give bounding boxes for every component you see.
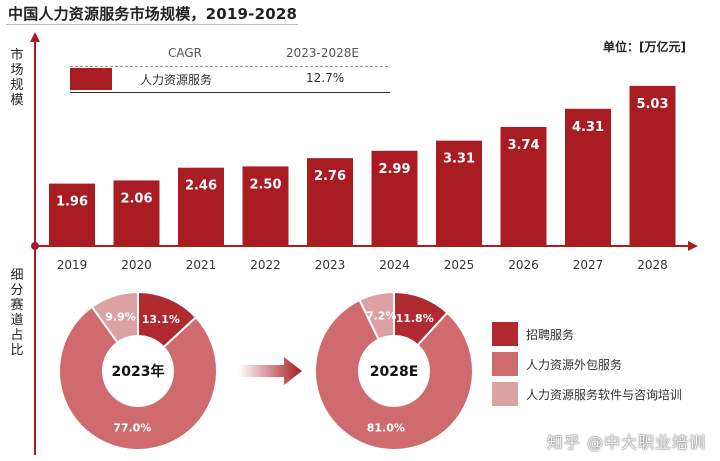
- bar-value-label: 2.06: [120, 191, 152, 206]
- legend-label: 人力资源服务软件与咨询培训: [526, 388, 683, 402]
- donut-2023-center-label: 2023年: [112, 363, 165, 380]
- legend-swatch: [492, 322, 518, 346]
- bar-2028: [629, 85, 676, 247]
- legend-label: 招聘服务: [526, 328, 575, 342]
- legend-item-software-consulting: 人力资源服务软件与咨询培训: [492, 382, 720, 408]
- donut-2023-hole: [104, 337, 172, 405]
- cagr-series-name: 人力资源服务: [140, 73, 213, 87]
- donut-2028-hole: [360, 337, 428, 405]
- donut-2028-value-label: 7.2%: [366, 309, 397, 322]
- unit-label: 单位：[万亿元]: [603, 40, 686, 54]
- bar-value-label: 2.99: [378, 162, 410, 177]
- x-axis-arrow: [688, 241, 698, 251]
- cagr-divider: [70, 66, 388, 67]
- bar-2022: [242, 166, 289, 246]
- cagr-period: 2023-2028E: [286, 46, 359, 60]
- x-tick-label: 2023: [315, 258, 346, 272]
- bar-value-label: 3.74: [507, 138, 539, 153]
- bar-value-label: 4.31: [572, 120, 604, 135]
- donut-2028-value-label: 81.0%: [367, 421, 405, 434]
- bar-2021: [178, 167, 224, 246]
- bar-2020: [113, 180, 160, 246]
- upper-vertical-label: 市场规模: [10, 48, 24, 108]
- x-tick-label: 2028: [637, 258, 668, 272]
- legend-swatch: [492, 352, 518, 376]
- donut-2023-value-label: 9.9%: [105, 311, 136, 324]
- transition-arrow: [238, 357, 302, 385]
- donut-2028-slice-1: [314, 298, 474, 451]
- legend-swatch: [492, 382, 518, 406]
- x-tick-label: 2019: [57, 258, 88, 272]
- legend-item-outsourcing: 人力资源外包服务: [492, 352, 720, 378]
- bar-value-label: 3.31: [443, 152, 475, 167]
- bar-value-label: 1.96: [56, 195, 88, 210]
- donut-2023-value-label: 77.0%: [113, 422, 151, 435]
- donut-2028-slice-2: [358, 290, 395, 341]
- donut-2023-value-label: 13.1%: [142, 313, 180, 326]
- bar-value-label: 2.46: [185, 179, 217, 194]
- cagr-bottom-rule: [70, 92, 390, 93]
- bar-2025: [436, 140, 482, 246]
- bar-value-label: 2.76: [314, 169, 346, 184]
- x-tick-label: 2020: [121, 258, 152, 272]
- donut-2023-slice-2: [90, 290, 139, 344]
- legend-item-recruit: 招聘服务: [492, 322, 720, 348]
- bar-2026: [500, 126, 547, 246]
- watermark: 知乎 @中大职业培训: [546, 433, 706, 452]
- bar-value-label: 5.03: [636, 97, 668, 112]
- x-tick-label: 2024: [379, 258, 410, 272]
- x-tick-label: 2021: [186, 258, 217, 272]
- cagr-header: CAGR: [168, 46, 203, 60]
- cagr-table: CAGR 2023-2028E 人力资源服务 12.7%: [70, 40, 390, 96]
- bar-value-label: 2.50: [249, 177, 281, 192]
- x-tick-label: 2027: [573, 258, 604, 272]
- x-tick-label: 2026: [508, 258, 539, 272]
- title-underline: [6, 24, 298, 25]
- cagr-value: 12.7%: [306, 71, 345, 85]
- donut-2023-slice-1: [58, 305, 218, 451]
- x-tick-label: 2025: [444, 258, 475, 272]
- bar-2027: [565, 108, 611, 246]
- donut-2028-value-label: 11.8%: [396, 312, 434, 325]
- chart-title: 中国人力资源服务市场规模，2019-2028: [8, 5, 298, 23]
- x-tick-label: 2022: [250, 258, 281, 272]
- cagr-series-swatch: [70, 68, 112, 90]
- y-axis-arrow: [30, 32, 40, 42]
- lower-vertical-label: 细分赛道占比: [10, 268, 24, 358]
- legend-label: 人力资源外包服务: [526, 358, 623, 372]
- bar-2023: [307, 158, 353, 246]
- donut-2028-center-label: 2028E: [370, 364, 419, 380]
- bar-2024: [371, 150, 418, 246]
- bar-2019: [49, 183, 95, 246]
